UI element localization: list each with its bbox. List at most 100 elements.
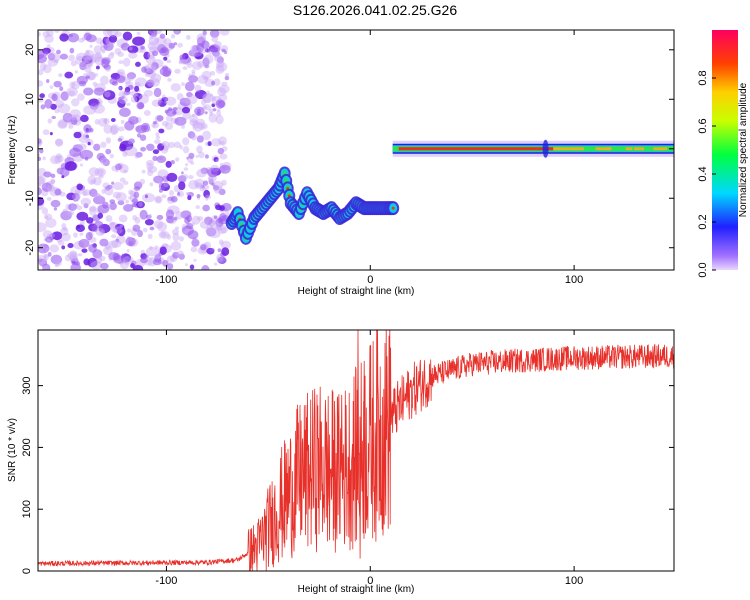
noise-blob xyxy=(218,84,230,94)
noise-blob xyxy=(42,129,50,136)
noise-blob xyxy=(203,189,210,199)
noise-blob xyxy=(172,232,180,242)
noise-blob xyxy=(103,41,114,52)
noise-blob xyxy=(156,155,167,164)
noise-blob xyxy=(83,105,97,115)
noise-blob xyxy=(214,262,218,266)
noise-blob xyxy=(181,171,184,175)
noise-blob xyxy=(38,54,47,64)
noise-blob xyxy=(173,216,178,221)
noise-blob xyxy=(189,119,198,127)
noise-blob xyxy=(196,135,204,143)
noise-blob xyxy=(218,239,224,245)
noise-blob xyxy=(152,50,159,57)
noise-blob xyxy=(118,96,123,102)
noise-blob xyxy=(188,75,199,83)
colorbar-tick-label: 0.8 xyxy=(697,70,709,85)
noise-blob xyxy=(147,165,158,174)
noise-blob xyxy=(84,49,95,60)
noise-blob xyxy=(182,66,188,70)
noise-blob xyxy=(185,191,190,196)
noise-blob xyxy=(147,233,153,239)
noise-blob xyxy=(196,194,201,198)
noise-blob xyxy=(67,251,78,260)
noise-blob xyxy=(217,87,227,97)
noise-blob xyxy=(74,70,79,74)
noise-blob xyxy=(39,93,45,99)
spectrogram-y-label: Frequency (Hz) xyxy=(7,116,18,185)
noise-blob xyxy=(103,245,113,256)
noise-blob xyxy=(208,228,216,234)
noise-blob xyxy=(67,32,80,43)
noise-blob xyxy=(220,227,228,234)
noise-blob xyxy=(194,89,207,100)
noise-blob xyxy=(216,225,223,231)
noise-blob xyxy=(114,31,122,37)
noise-blob xyxy=(87,175,97,186)
noise-blob xyxy=(191,72,196,76)
noise-blob xyxy=(103,124,113,134)
noise-blob xyxy=(201,70,212,80)
noise-blob xyxy=(38,80,44,87)
noise-region xyxy=(38,30,232,270)
noise-blob xyxy=(117,200,125,206)
noise-blob xyxy=(122,93,125,97)
noise-blob xyxy=(82,53,93,61)
noise-blob xyxy=(209,230,221,239)
noise-blob xyxy=(134,82,141,87)
noise-blob xyxy=(57,155,64,163)
carrier-band-segment xyxy=(625,147,633,151)
noise-blob xyxy=(151,99,161,107)
noise-blob xyxy=(195,155,199,159)
snr-axes: -100 0 100 0 100 200 300 xyxy=(21,330,674,587)
noise-blob xyxy=(172,251,180,259)
noise-blob xyxy=(69,250,78,258)
noise-blob xyxy=(224,210,230,216)
noise-blob xyxy=(110,117,116,122)
noise-blob xyxy=(164,96,177,106)
noise-blob xyxy=(77,143,87,151)
noise-blob xyxy=(149,226,155,231)
noise-blob xyxy=(163,38,172,45)
noise-blob xyxy=(170,241,182,251)
noise-blob xyxy=(95,65,100,70)
noise-blob xyxy=(103,117,108,123)
noise-blob xyxy=(50,199,61,208)
noise-blob xyxy=(111,239,122,248)
noise-blob xyxy=(194,106,205,116)
noise-blob xyxy=(94,118,100,125)
noise-blob xyxy=(211,138,222,147)
noise-blob xyxy=(46,78,50,84)
noise-blob xyxy=(193,258,197,262)
noise-blob xyxy=(134,85,140,92)
noise-blob xyxy=(136,201,145,209)
noise-blob xyxy=(127,45,139,54)
noise-blob xyxy=(191,61,203,70)
noise-blob xyxy=(117,99,126,108)
noise-blob xyxy=(108,252,120,261)
noise-blob xyxy=(59,53,68,60)
noise-blob xyxy=(208,113,218,123)
noise-blob xyxy=(102,90,116,101)
noise-blob xyxy=(134,216,141,224)
noise-blob xyxy=(38,243,50,254)
noise-blob xyxy=(182,145,190,154)
noise-blob xyxy=(155,135,161,140)
noise-blob xyxy=(146,79,155,88)
noise-blob xyxy=(54,155,62,164)
noise-blob xyxy=(209,93,214,98)
noise-blob xyxy=(170,83,181,92)
noise-blob xyxy=(55,261,62,267)
noise-blob xyxy=(188,174,194,180)
noise-blob xyxy=(147,80,155,87)
noise-blob xyxy=(151,62,159,71)
noise-blob xyxy=(217,248,222,253)
noise-blob xyxy=(155,132,160,137)
spectrogram-y-tick-label: 0 xyxy=(24,146,36,152)
noise-blob xyxy=(186,34,191,40)
noise-blob xyxy=(208,44,221,53)
noise-blob xyxy=(203,93,212,104)
carrier-band-segment xyxy=(555,147,561,151)
noise-blob xyxy=(51,231,63,241)
